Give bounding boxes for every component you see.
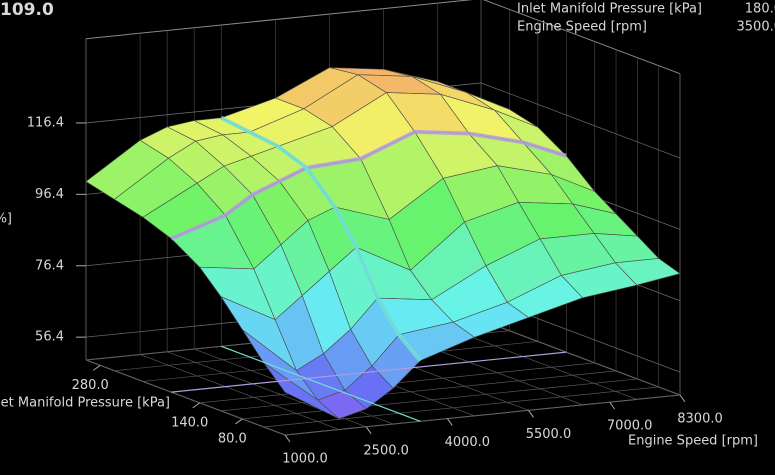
z-tick-label: 96.4 bbox=[35, 187, 64, 202]
axis-edge bbox=[85, 0, 474, 40]
x-tick-label: 8300.0 bbox=[677, 412, 723, 427]
cursor-floor-line bbox=[171, 351, 567, 393]
x-tick bbox=[609, 401, 616, 410]
x-tick-label: 5500.0 bbox=[526, 427, 572, 442]
floor-grid-line bbox=[263, 386, 659, 428]
y-tick bbox=[192, 402, 201, 409]
x-tick bbox=[284, 434, 291, 443]
z-axis-title: %] bbox=[0, 212, 12, 227]
x-axis-title: Engine Speed [rpm] bbox=[628, 434, 758, 449]
x-tick bbox=[446, 418, 453, 426]
x-tick-label: 1000.0 bbox=[282, 452, 328, 467]
readout-value: 180.0 bbox=[745, 2, 775, 17]
cursor-surface-line bbox=[220, 116, 422, 362]
floor-grid-line bbox=[480, 319, 681, 396]
readout-name: Inlet Manifold Pressure [kPa] bbox=[517, 2, 702, 17]
floor-grid-line bbox=[85, 359, 286, 436]
y-tick-label: 280.0 bbox=[72, 378, 109, 393]
y-tick bbox=[235, 418, 243, 425]
floor-grid-line bbox=[242, 378, 638, 420]
x-tick bbox=[365, 426, 372, 435]
x-tick-label: 2500.0 bbox=[363, 443, 409, 458]
value-readout: 109.0 bbox=[0, 0, 54, 20]
y-tick-label: 80.0 bbox=[218, 431, 247, 446]
cursor-surface-line bbox=[170, 129, 567, 241]
x-tick-label: 7000.0 bbox=[607, 419, 653, 434]
y-tick bbox=[92, 364, 101, 371]
z-tick-label: 116.4 bbox=[27, 115, 64, 130]
cursor-lines bbox=[170, 116, 567, 422]
z-grid-line bbox=[480, 82, 681, 159]
surface-cell bbox=[263, 362, 340, 420]
floor-grid-line bbox=[284, 394, 681, 436]
x-tick-label: 4000.0 bbox=[445, 435, 491, 450]
y-axis-title: Inlet Manifold Pressure [kPa] bbox=[0, 396, 170, 411]
x-tick bbox=[679, 394, 686, 403]
y-tick-label: 140.0 bbox=[171, 415, 208, 430]
floor-grid-line bbox=[221, 370, 617, 412]
axis-edge bbox=[483, 0, 681, 75]
readout-value: 3500.0 bbox=[737, 20, 775, 35]
x-tick bbox=[528, 410, 534, 418]
cursor-floor-line bbox=[221, 345, 421, 422]
surface bbox=[85, 67, 681, 420]
z-tick-label: 76.4 bbox=[35, 258, 64, 273]
readout-name: Engine Speed [rpm] bbox=[517, 20, 647, 35]
z-tick-label: 56.4 bbox=[35, 330, 64, 345]
floor-grid-line bbox=[139, 354, 340, 430]
